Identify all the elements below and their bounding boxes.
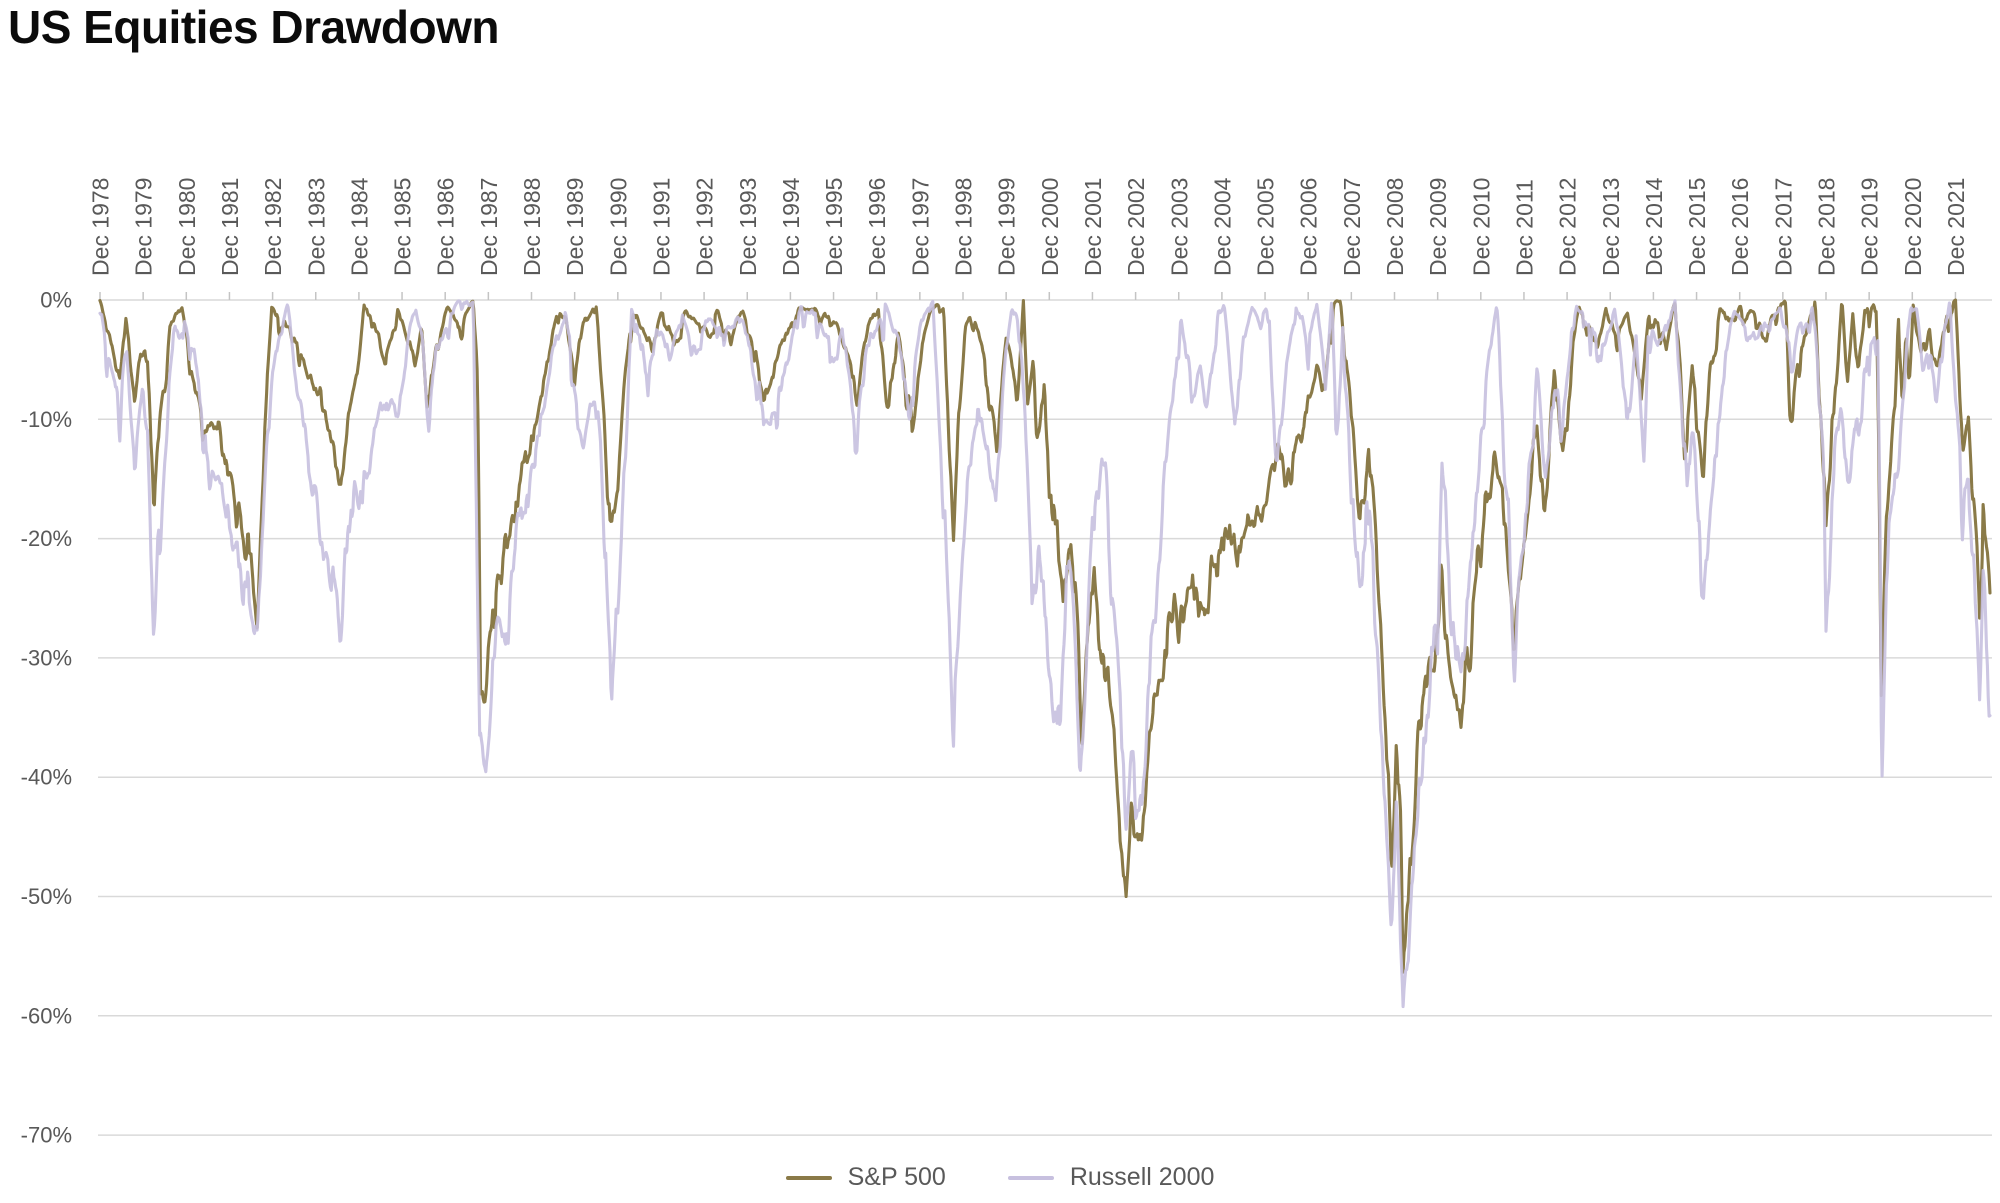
x-tick-label: Dec 2004: [1209, 177, 1235, 276]
x-tick-label: Dec 1995: [821, 178, 847, 276]
x-tick-label: Dec 1979: [131, 178, 157, 276]
y-tick-label: 0%: [40, 288, 72, 313]
x-tick-label: Dec 1996: [864, 178, 890, 276]
x-tick-label: Dec 2015: [1684, 178, 1710, 276]
x-tick-label: Dec 2020: [1900, 178, 1926, 276]
x-tick-label: Dec 1994: [778, 177, 804, 276]
x-tick-label: Dec 1999: [994, 178, 1020, 276]
x-tick-label: Dec 2005: [1253, 178, 1279, 276]
x-tick-label: Dec 2000: [1037, 178, 1063, 276]
legend-swatch-russell2000: [1007, 1175, 1054, 1180]
y-tick-label: -40%: [21, 765, 72, 790]
x-tick-label: Dec 2016: [1727, 178, 1753, 276]
x-tick-label: Dec 1980: [174, 178, 200, 276]
y-tick-label: -10%: [21, 407, 72, 432]
x-tick-label: Dec 1997: [907, 178, 933, 276]
x-tick-label: Dec 2007: [1339, 178, 1365, 276]
y-tick-label: -50%: [21, 884, 72, 909]
x-tick-label: Dec 2006: [1296, 178, 1322, 276]
x-tick-label: Dec 1985: [390, 178, 416, 276]
x-tick-label: Dec 2018: [1814, 178, 1840, 276]
x-tick-label: Dec 2008: [1382, 178, 1408, 276]
x-tick-label: Dec 1987: [476, 178, 502, 276]
x-tick-label: Dec 2021: [1943, 178, 1969, 276]
y-tick-label: -70%: [21, 1123, 72, 1148]
x-tick-label: Dec 1992: [692, 178, 718, 276]
legend-label-russell2000: Russell 2000: [1069, 1163, 1215, 1191]
x-tick-label: Dec 1982: [260, 178, 286, 276]
x-tick-label: Dec 1988: [519, 178, 545, 276]
x-tick-label: Dec 1991: [648, 178, 674, 276]
x-tick-label: Dec 2003: [1166, 178, 1192, 276]
series-line-russell2000: [98, 299, 1992, 1009]
x-tick-label: Dec 1990: [605, 178, 631, 276]
legend-item-russell2000: Russell 2000: [1007, 1163, 1215, 1192]
x-tick-label: Dec 1981: [217, 178, 243, 276]
x-tick-label: Dec 2013: [1598, 178, 1624, 276]
x-tick-label: Dec 2009: [1425, 178, 1451, 276]
x-tick-label: Dec 1984: [346, 177, 372, 276]
x-tick-label: Dec 1993: [735, 178, 761, 276]
x-tick-label: Dec 1989: [562, 178, 588, 276]
x-tick-label: Dec 2017: [1770, 178, 1796, 276]
y-tick-label: -60%: [21, 1003, 72, 1028]
x-tick-label: Dec 2014: [1641, 177, 1667, 276]
legend-item-sp500: S&P 500: [785, 1163, 946, 1192]
x-tick-label: Dec 1986: [433, 178, 459, 276]
legend-swatch-sp500: [785, 1175, 832, 1180]
legend-label-sp500: S&P 500: [847, 1163, 946, 1191]
y-tick-label: -30%: [21, 645, 72, 670]
y-tick-label: -20%: [21, 526, 72, 551]
x-tick-label: Dec 1998: [951, 178, 977, 276]
chart-title: US Equities Drawdown: [8, 1, 499, 53]
x-tick-label: Dec 2010: [1468, 178, 1494, 276]
x-tick-label: Dec 2001: [1080, 178, 1106, 276]
series-line-sp500: [98, 298, 1992, 974]
x-tick-label: Dec 2019: [1857, 178, 1883, 276]
x-tick-label: Dec 1978: [88, 178, 114, 276]
x-tick-label: Dec 2002: [1123, 178, 1149, 276]
x-tick-label: Dec 2012: [1555, 178, 1581, 276]
x-tick-label: Dec 2011: [1511, 179, 1537, 276]
chart-legend: S&P 500 Russell 2000: [0, 1163, 2000, 1192]
x-tick-label: Dec 1983: [303, 178, 329, 276]
